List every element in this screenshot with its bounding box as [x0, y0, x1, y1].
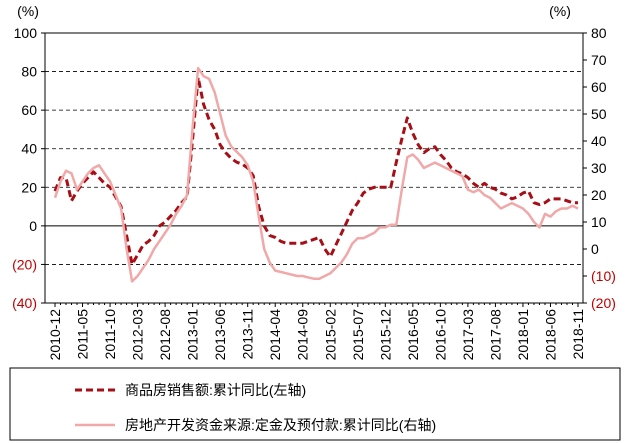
y2-tick-label: 20: [591, 187, 607, 203]
x-tick-label: 2014-09: [295, 309, 311, 361]
y-tick-label: 80: [21, 64, 37, 80]
y-tick-label: (40): [12, 295, 37, 311]
x-tick-label: 2016-05: [405, 309, 421, 361]
y-tick-label: (20): [12, 256, 37, 272]
legend-text: 商品房销售额:累计同比(左轴): [125, 382, 306, 398]
x-tick-label: 2015-02: [322, 309, 338, 361]
legend-box: [9, 367, 621, 441]
x-tick-label: 2015-12: [377, 309, 393, 361]
y2-tick-label: 60: [591, 79, 607, 95]
y-tick-label: 60: [21, 102, 37, 118]
y-tick-label: 40: [21, 141, 37, 157]
y-tick-label: 0: [29, 218, 37, 234]
y-tick-label: 100: [14, 25, 38, 41]
y2-axis-label: (%): [549, 3, 571, 19]
x-tick-label: 2011-05: [75, 309, 91, 360]
x-tick-label: 2018-01: [515, 309, 531, 361]
series-line: [53, 66, 579, 283]
y-tick-label: 20: [21, 179, 37, 195]
x-tick-label: 2014-04: [267, 309, 283, 361]
y2-tick-label: (20): [591, 295, 616, 311]
y2-tick-label: 70: [591, 52, 607, 68]
x-tick-label: 2011-10: [102, 309, 118, 360]
y2-tick-label: 80: [591, 25, 607, 41]
x-tick-label: 2010-12: [47, 309, 63, 361]
y2-tick-label: 50: [591, 106, 607, 122]
x-tick-label: 2018-06: [542, 309, 558, 361]
y2-tick-label: 10: [591, 214, 607, 230]
y2-tick-label: 40: [591, 133, 607, 149]
x-tick-label: 2013-06: [212, 309, 228, 361]
x-tick-label: 2012-03: [130, 309, 146, 361]
y2-tick-label: 30: [591, 160, 607, 176]
x-tick-label: 2018-11: [570, 309, 586, 360]
y2-tick-label: (10): [591, 268, 616, 284]
y-axis-label: (%): [17, 3, 39, 19]
x-tick-label: 2017-08: [487, 309, 503, 361]
x-tick-label: 2017-03: [460, 309, 476, 361]
plot-frame: [44, 32, 584, 304]
x-tick-label: 2016-10: [432, 309, 448, 361]
y2-tick-label: 0: [591, 241, 599, 257]
legend-text: 房地产开发资金来源:定金及预付款:累计同比(右轴): [125, 417, 436, 433]
x-tick-label: 2012-08: [157, 309, 173, 361]
x-tick-label: 2013-11: [240, 309, 256, 360]
x-tick-label: 2013-01: [185, 309, 201, 361]
x-tick-label: 2015-07: [350, 309, 366, 361]
series-line: [53, 75, 578, 266]
